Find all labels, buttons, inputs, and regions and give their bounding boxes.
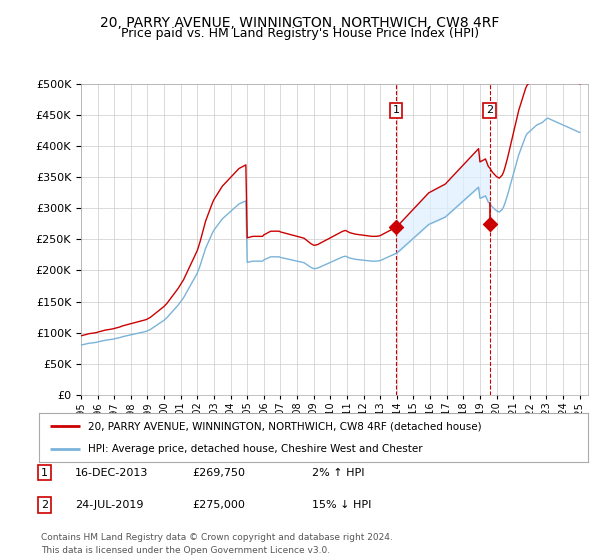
Point <box>391 223 401 232</box>
Text: Contains HM Land Registry data © Crown copyright and database right 2024.
This d: Contains HM Land Registry data © Crown c… <box>41 533 392 554</box>
Text: 20, PARRY AVENUE, WINNINGTON, NORTHWICH, CW8 4RF: 20, PARRY AVENUE, WINNINGTON, NORTHWICH,… <box>100 16 500 30</box>
Text: 1: 1 <box>392 105 400 115</box>
Text: 15% ↓ HPI: 15% ↓ HPI <box>312 500 371 510</box>
Text: Price paid vs. HM Land Registry's House Price Index (HPI): Price paid vs. HM Land Registry's House … <box>121 27 479 40</box>
Text: £269,750: £269,750 <box>192 468 245 478</box>
Point <box>485 220 494 228</box>
Text: 2: 2 <box>41 500 48 510</box>
Text: HPI: Average price, detached house, Cheshire West and Chester: HPI: Average price, detached house, Ches… <box>88 444 423 454</box>
Text: £275,000: £275,000 <box>192 500 245 510</box>
Text: 2% ↑ HPI: 2% ↑ HPI <box>312 468 365 478</box>
Text: 24-JUL-2019: 24-JUL-2019 <box>75 500 143 510</box>
Text: 20, PARRY AVENUE, WINNINGTON, NORTHWICH, CW8 4RF (detached house): 20, PARRY AVENUE, WINNINGTON, NORTHWICH,… <box>88 421 482 431</box>
Text: 16-DEC-2013: 16-DEC-2013 <box>75 468 148 478</box>
Text: 2: 2 <box>486 105 493 115</box>
Text: 1: 1 <box>41 468 48 478</box>
